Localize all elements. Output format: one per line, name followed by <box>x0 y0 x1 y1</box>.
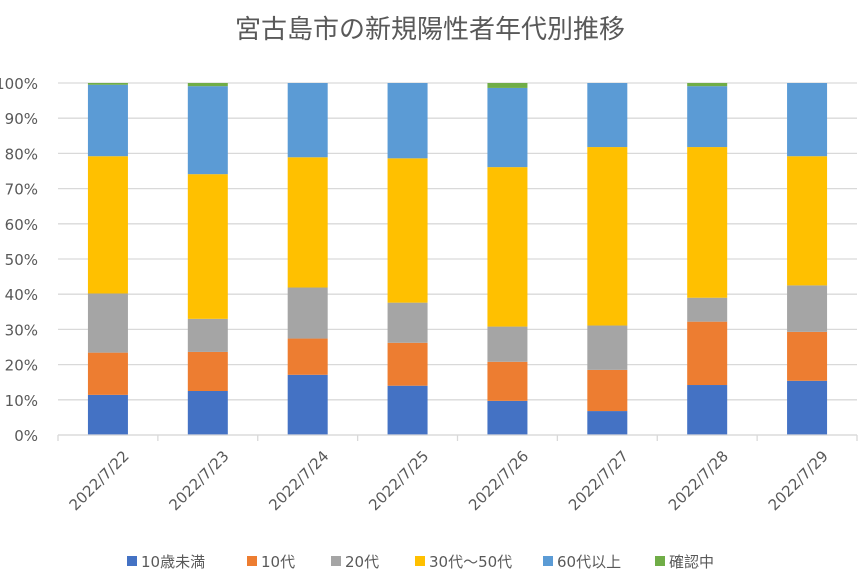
y-tick-label: 100% <box>0 75 38 93</box>
bar-segment-1 <box>87 394 128 435</box>
bar-segment-5 <box>587 83 628 148</box>
bar-segment-4 <box>687 147 728 298</box>
bar-segment-2 <box>87 352 128 395</box>
bar-segment-3 <box>87 293 128 353</box>
bar-segment-3 <box>687 297 728 322</box>
y-tick-label: 70% <box>5 181 38 199</box>
x-tick-label: 2022/7/27 <box>565 447 632 514</box>
y-tick-label: 20% <box>5 357 38 375</box>
bar-segment-4 <box>387 158 428 303</box>
x-tick-label: 2022/7/29 <box>765 447 832 514</box>
bar-segment-1 <box>687 385 728 435</box>
bar-segment-4 <box>87 156 128 294</box>
legend-swatch <box>543 556 553 566</box>
y-tick-label: 80% <box>5 145 38 163</box>
legend-label: 30代～50代 <box>429 553 512 571</box>
legend-label: 60代以上 <box>557 553 621 571</box>
legend-label: 10歳未満 <box>141 553 205 571</box>
bar-segment-4 <box>487 167 528 327</box>
bar-segment-6 <box>87 83 128 85</box>
bar-segment-1 <box>287 374 328 435</box>
bar-segment-3 <box>287 287 328 339</box>
x-tick-label: 2022/7/24 <box>265 447 332 514</box>
bar-segment-4 <box>787 156 828 286</box>
bar-segment-1 <box>787 380 828 435</box>
y-tick-label: 40% <box>5 286 38 304</box>
y-tick-label: 60% <box>5 216 38 234</box>
bar-segment-1 <box>587 411 628 435</box>
legend-label: 20代 <box>345 553 379 571</box>
bar-segment-5 <box>187 86 228 175</box>
x-tick-label: 2022/7/28 <box>665 447 732 514</box>
bar-segment-6 <box>687 83 728 87</box>
bar-segment-5 <box>387 83 428 159</box>
bar-segment-3 <box>387 302 428 343</box>
x-tick-label: 2022/7/22 <box>66 447 133 514</box>
legend-swatch <box>655 556 665 566</box>
bar-segment-1 <box>487 400 528 435</box>
legend-label: 確認中 <box>669 553 714 571</box>
legend-swatch <box>415 556 425 566</box>
x-tick-label: 2022/7/23 <box>166 447 233 514</box>
bar-segment-2 <box>787 331 828 381</box>
y-tick-label: 30% <box>5 321 38 339</box>
bar-segment-3 <box>787 285 828 332</box>
bar-segment-5 <box>487 87 528 168</box>
bar-segment-4 <box>587 147 628 326</box>
legend-swatch <box>331 556 341 566</box>
bar-segment-5 <box>87 84 128 157</box>
x-tick-label: 2022/7/25 <box>365 447 432 514</box>
bar-segment-2 <box>587 369 628 412</box>
bar-segment-2 <box>387 342 428 386</box>
legend-label: 10代 <box>261 553 295 571</box>
bar-segment-2 <box>287 338 328 375</box>
chart-title: 宮古島市の新規陽性者年代別推移 <box>235 15 625 45</box>
bar-segment-3 <box>587 325 628 370</box>
bar-segment-3 <box>487 326 528 362</box>
bar-segment-5 <box>787 83 828 157</box>
gridlines <box>58 82 857 436</box>
bar-segment-5 <box>287 83 328 158</box>
bar-segment-6 <box>487 83 528 88</box>
legend-swatch <box>127 556 137 566</box>
bar-segment-6 <box>187 83 228 87</box>
y-tick-label: 50% <box>5 251 38 269</box>
bar-segment-2 <box>187 351 228 391</box>
bars <box>87 83 828 435</box>
bar-segment-4 <box>287 157 328 288</box>
y-tick-label: 90% <box>5 110 38 128</box>
y-tick-label: 10% <box>5 392 38 410</box>
bar-segment-3 <box>187 318 228 352</box>
x-tick-label: 2022/7/26 <box>465 447 532 514</box>
x-axis: 2022/7/22 2022/7/23 2022/7/24 2022/7/25 2022… <box>57 434 858 514</box>
bar-segment-4 <box>187 174 228 319</box>
legend: 10歳未満 10代 20代 30代～50代 60代以上 確認中 <box>127 553 714 571</box>
bar-segment-1 <box>387 385 428 435</box>
y-tick-label: 0% <box>14 427 38 445</box>
y-axis-ticks: 0% 10% 20% 30% 40% 50% 60% 70% 80% 90% 100% <box>0 75 38 445</box>
legend-swatch <box>247 556 257 566</box>
bar-segment-2 <box>687 321 728 386</box>
bar-segment-1 <box>187 391 228 435</box>
bar-segment-2 <box>487 361 528 401</box>
bar-segment-5 <box>687 86 728 148</box>
